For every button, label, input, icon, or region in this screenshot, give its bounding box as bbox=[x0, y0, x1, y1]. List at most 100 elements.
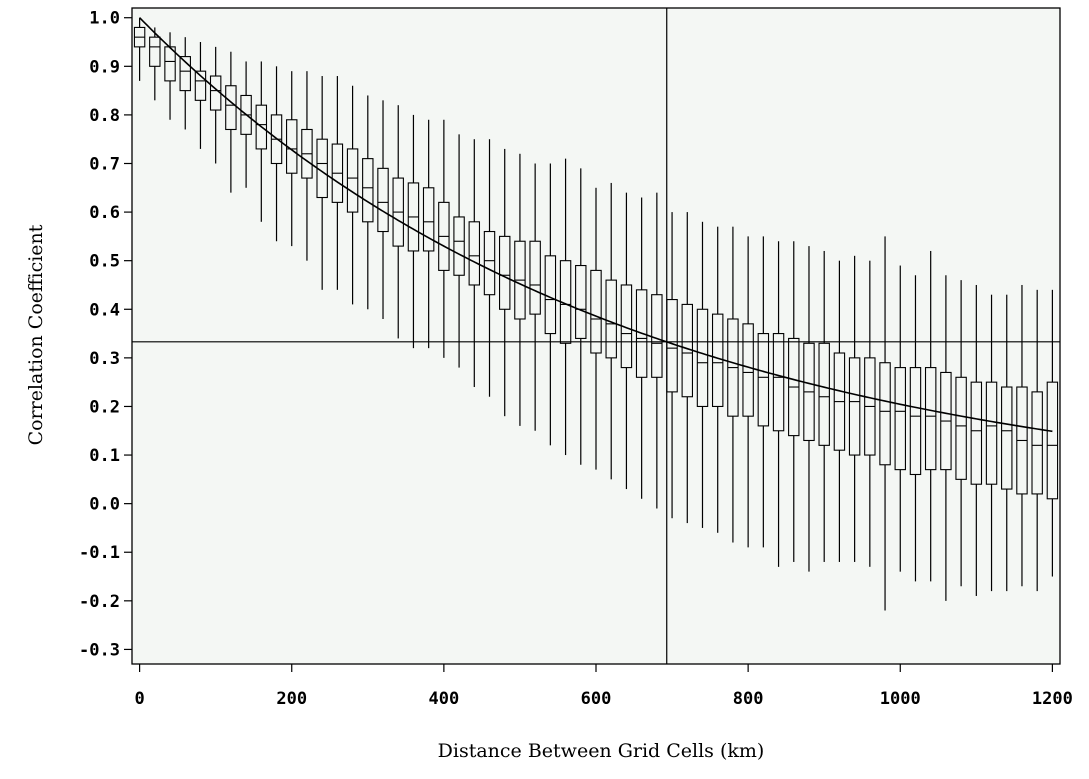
box-iqr bbox=[225, 85, 237, 131]
box-plot bbox=[803, 246, 815, 572]
box-plot bbox=[635, 197, 648, 499]
y-tick-label: 0.0 bbox=[89, 495, 120, 515]
x-tick-label: 800 bbox=[733, 689, 764, 709]
box-plot bbox=[133, 17, 146, 81]
box-plot bbox=[818, 250, 830, 562]
box-plot bbox=[377, 100, 389, 319]
box-plot bbox=[742, 236, 754, 548]
box-plot bbox=[924, 250, 937, 582]
box-plot bbox=[788, 241, 800, 562]
box-iqr bbox=[757, 333, 770, 427]
box-iqr bbox=[1031, 391, 1043, 495]
box-iqr bbox=[879, 362, 891, 466]
y-tick-label: -0.1 bbox=[79, 543, 120, 563]
box-iqr bbox=[818, 342, 830, 446]
box-plot bbox=[225, 51, 237, 193]
box-iqr bbox=[194, 70, 207, 101]
box-plot bbox=[955, 280, 967, 587]
box-plot bbox=[407, 114, 420, 349]
box-plot bbox=[453, 134, 465, 368]
box-iqr bbox=[1001, 386, 1013, 490]
y-tick-label: -0.2 bbox=[79, 592, 120, 612]
x-tick-label: 200 bbox=[276, 689, 307, 709]
box-iqr bbox=[848, 357, 861, 456]
box-iqr bbox=[985, 381, 998, 485]
y-tick-label: 0.2 bbox=[89, 397, 120, 417]
box-plot bbox=[483, 139, 496, 397]
box-iqr bbox=[924, 367, 937, 471]
box-iqr bbox=[1046, 381, 1059, 500]
x-tick-label: 600 bbox=[581, 689, 612, 709]
box-plot bbox=[301, 71, 313, 261]
box-plot bbox=[1001, 294, 1013, 592]
box-plot bbox=[1016, 284, 1028, 587]
box-plot bbox=[879, 236, 891, 611]
box-plot bbox=[772, 241, 785, 567]
box-plot bbox=[149, 27, 161, 101]
y-axis-label: Correlation Coefficient bbox=[25, 224, 47, 445]
y-tick-label: 1.0 bbox=[89, 9, 120, 29]
x-axis-label: Distance Between Grid Cells (km) bbox=[438, 740, 765, 762]
box-plot bbox=[331, 76, 344, 290]
box-iqr bbox=[605, 279, 617, 359]
y-tick-label: 0.7 bbox=[89, 154, 120, 174]
box-iqr bbox=[575, 264, 587, 339]
box-iqr bbox=[362, 158, 374, 223]
y-tick-label: 0.3 bbox=[89, 349, 120, 369]
box-plot bbox=[696, 221, 709, 528]
box-plot bbox=[620, 192, 633, 490]
box-iqr bbox=[529, 240, 541, 315]
x-tick-label: 0 bbox=[134, 689, 144, 709]
box-plot bbox=[864, 260, 876, 567]
y-tick-label: -0.3 bbox=[79, 640, 120, 660]
y-tick-label: 0.1 bbox=[89, 446, 120, 466]
box-iqr bbox=[453, 216, 465, 276]
box-plot bbox=[848, 255, 861, 562]
box-iqr bbox=[346, 148, 359, 213]
box-iqr bbox=[772, 333, 785, 432]
box-iqr bbox=[696, 308, 709, 408]
plot-area bbox=[132, 8, 1060, 664]
box-iqr bbox=[255, 104, 268, 150]
box-plot bbox=[833, 260, 846, 562]
y-tick-label: 0.5 bbox=[89, 252, 120, 272]
y-tick-label: 0.6 bbox=[89, 203, 120, 223]
box-plot bbox=[422, 119, 435, 349]
box-plot bbox=[909, 275, 922, 582]
box-iqr bbox=[498, 235, 511, 310]
box-iqr bbox=[909, 367, 922, 476]
box-plot bbox=[1046, 289, 1059, 577]
box-plot bbox=[727, 226, 739, 543]
box-iqr bbox=[590, 269, 602, 354]
box-plot bbox=[590, 187, 602, 470]
y-tick-label: 0.8 bbox=[89, 106, 120, 126]
box-iqr bbox=[422, 187, 435, 252]
box-plot bbox=[757, 236, 770, 548]
box-plot bbox=[529, 163, 541, 431]
box-plot bbox=[179, 37, 191, 130]
fit-curve bbox=[139, 17, 1053, 433]
box-iqr bbox=[468, 221, 481, 286]
box-plot bbox=[1031, 289, 1043, 592]
box-plot bbox=[194, 42, 207, 149]
x-tick-label: 1200 bbox=[1032, 689, 1073, 709]
box-plot bbox=[240, 61, 252, 188]
box-iqr bbox=[377, 167, 389, 233]
box-iqr bbox=[970, 381, 983, 485]
box-plot bbox=[392, 105, 404, 339]
box-plot bbox=[970, 284, 983, 596]
box-plot bbox=[940, 275, 952, 601]
box-iqr bbox=[742, 323, 754, 417]
box-iqr bbox=[955, 376, 967, 480]
box-iqr bbox=[635, 289, 648, 378]
box-iqr bbox=[149, 36, 161, 67]
box-plot bbox=[438, 119, 450, 358]
box-iqr bbox=[483, 230, 496, 296]
box-plot bbox=[468, 139, 481, 388]
box-plot bbox=[894, 265, 906, 572]
box-plot bbox=[346, 85, 359, 305]
box-plot bbox=[255, 61, 268, 222]
box-plot bbox=[362, 95, 374, 310]
x-tick-label: 1000 bbox=[880, 689, 921, 709]
